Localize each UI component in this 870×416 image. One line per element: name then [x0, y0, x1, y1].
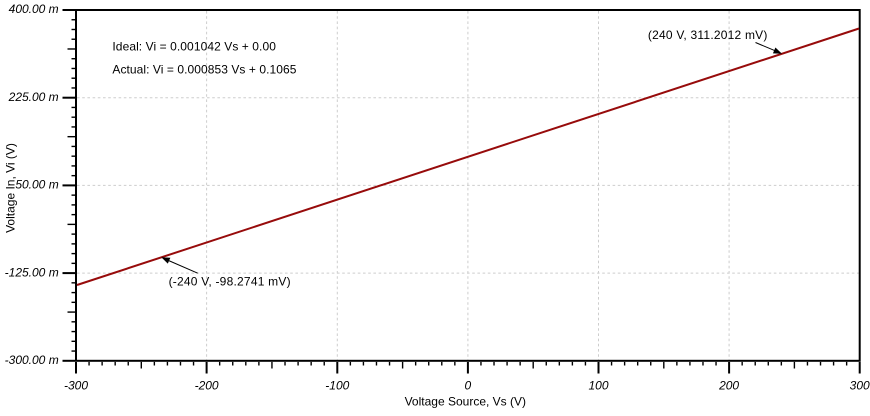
- svg-text:Ideal: Vi = 0.001042 Vs + 0.00: Ideal: Vi = 0.001042 Vs + 0.00: [112, 40, 276, 54]
- svg-text:(240 V, 311.2012 mV): (240 V, 311.2012 mV): [648, 28, 768, 42]
- svg-text:300: 300: [850, 379, 870, 393]
- svg-text:(-240 V, -98.2741 mV): (-240 V, -98.2741 mV): [169, 275, 291, 289]
- svg-text:Voltage In, Vi (V): Voltage In, Vi (V): [4, 143, 18, 233]
- svg-text:-100: -100: [325, 379, 349, 393]
- svg-text:-300: -300: [64, 379, 88, 393]
- svg-text:Voltage Source, Vs (V): Voltage Source, Vs (V): [405, 394, 526, 408]
- svg-text:400.00 m: 400.00 m: [9, 2, 59, 16]
- svg-text:50.00 m: 50.00 m: [15, 178, 58, 192]
- svg-text:225.00 m: 225.00 m: [8, 90, 59, 104]
- svg-text:Actual: Vi = 0.000853 Vs + 0.1: Actual: Vi = 0.000853 Vs + 0.1065: [112, 63, 296, 77]
- svg-text:100: 100: [588, 379, 608, 393]
- svg-text:-200: -200: [195, 379, 219, 393]
- svg-text:-300.00 m: -300.00 m: [5, 353, 59, 367]
- svg-text:0: 0: [465, 379, 472, 393]
- svg-text:200: 200: [718, 379, 739, 393]
- svg-text:-125.00 m: -125.00 m: [5, 265, 59, 279]
